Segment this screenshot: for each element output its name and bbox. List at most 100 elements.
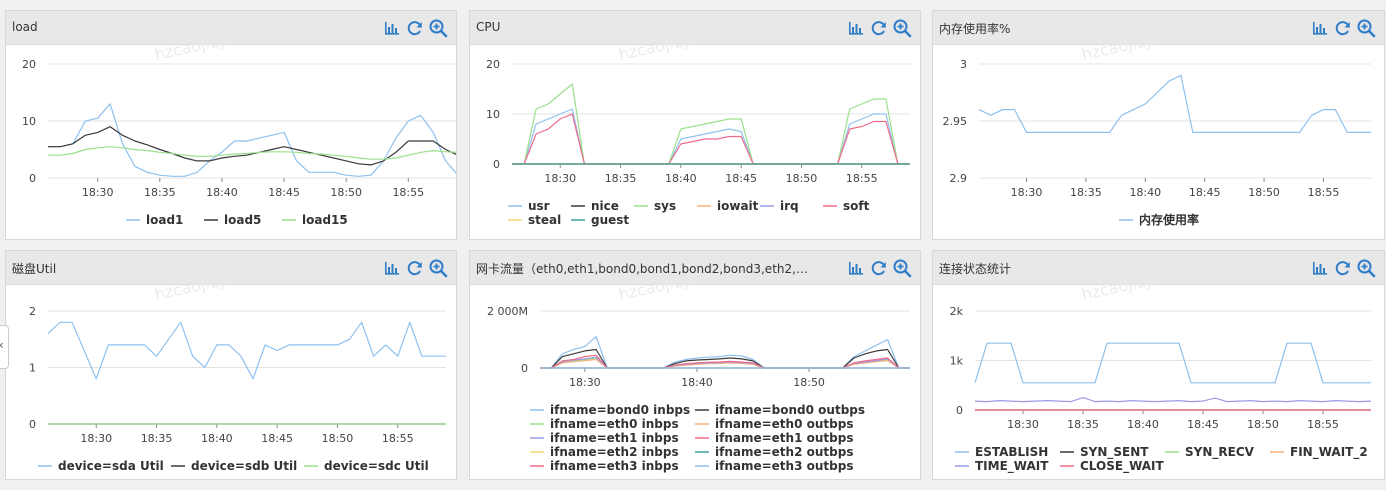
- x-tick-label: 18:30: [569, 376, 601, 389]
- legend-item[interactable]: load15: [302, 213, 348, 227]
- legend-item[interactable]: ifname=eth1 outbps: [715, 431, 853, 445]
- chevron-left-icon: ‹: [0, 338, 4, 352]
- legend-item[interactable]: TIME_WAIT: [975, 459, 1049, 474]
- panel-title: 磁盘Util: [12, 262, 57, 276]
- panel-title: 内存使用率%: [939, 22, 1011, 36]
- panel-header: 磁盘Util: [6, 251, 456, 285]
- legend-item[interactable]: device=sdc Util: [324, 459, 429, 473]
- series-line: [512, 108, 910, 165]
- watermark: hzcaojiajun: [153, 284, 245, 304]
- panel-title: 网卡流量（eth0,eth1,bond0,bond1,bond2,bond3,e…: [476, 262, 808, 276]
- legend-item[interactable]: SYN_RECV: [1185, 445, 1255, 460]
- bar-chart-icon[interactable]: [382, 18, 402, 38]
- zoom-in-icon[interactable]: [428, 258, 448, 278]
- legend-item[interactable]: ifname=eth2 inbps: [550, 445, 679, 459]
- legend-item[interactable]: ifname=eth0 inbps: [550, 417, 679, 431]
- side-collapse-tab[interactable]: ‹: [0, 325, 9, 369]
- legend-item[interactable]: 内存使用率: [1139, 212, 1199, 227]
- series-line: [974, 342, 1371, 384]
- x-tick-label: 18:55: [382, 432, 414, 445]
- zoom-in-icon[interactable]: [892, 18, 912, 38]
- legend-item[interactable]: device=sdb Util: [191, 459, 297, 473]
- legend-item[interactable]: irq: [780, 199, 799, 213]
- panel-toolbar: [846, 258, 912, 278]
- x-tick-label: 18:40: [1127, 418, 1159, 431]
- zoom-in-icon[interactable]: [1356, 18, 1376, 38]
- panel-toolbar: [846, 18, 912, 38]
- x-tick-label: 18:40: [201, 432, 233, 445]
- panel-memory: 内存使用率% hzcaojiajun 2.9 2.95 3 18:30 18:35 18:4…: [932, 10, 1385, 240]
- legend-item[interactable]: load5: [224, 213, 261, 227]
- watermark: hzcaojiajun: [617, 284, 709, 304]
- refresh-icon[interactable]: [405, 258, 425, 278]
- legend-item[interactable]: FIN_WAIT_2: [1290, 445, 1368, 460]
- panel-header: load: [6, 11, 456, 45]
- legend-item[interactable]: usr: [528, 199, 550, 213]
- legend-item[interactable]: load1: [146, 213, 183, 227]
- y-tick-label: 1: [29, 362, 36, 375]
- bar-chart-icon[interactable]: [1310, 258, 1330, 278]
- y-tick-label: 0: [521, 362, 528, 375]
- y-tick-label: 0: [493, 158, 500, 171]
- bar-chart-icon[interactable]: [846, 18, 866, 38]
- bar-chart-icon[interactable]: [846, 258, 866, 278]
- series-line: [512, 83, 910, 165]
- y-tick-label: 2.9: [950, 172, 968, 185]
- x-tick-label: 18:50: [786, 172, 818, 185]
- refresh-icon[interactable]: [1333, 18, 1353, 38]
- bar-chart-icon[interactable]: [382, 258, 402, 278]
- watermark: hzcaojiajun: [153, 44, 245, 64]
- legend-item[interactable]: guest: [591, 213, 629, 227]
- watermark: hzcaojiajun: [1080, 284, 1172, 304]
- legend-item[interactable]: ifname=eth1 inbps: [550, 431, 679, 445]
- series-line: [48, 103, 456, 177]
- legend-item[interactable]: ifname=eth3 outbps: [715, 459, 853, 473]
- legend-item[interactable]: steal: [528, 213, 561, 227]
- legend-item[interactable]: ifname=eth2 outbps: [715, 445, 853, 459]
- x-tick-label: 18:30: [544, 172, 576, 185]
- chart: hzcaojiajun 0 1 2 18:30 18:35 18:40 18:45 18:50 1…: [29, 284, 446, 473]
- chart: hzcaojiajun 0 2 000M 18:30 18:40 18:50 ifname=…: [487, 284, 910, 473]
- panel-title: 连接状态统计: [939, 262, 1012, 276]
- refresh-icon[interactable]: [869, 258, 889, 278]
- x-tick-label: 18:30: [80, 432, 112, 445]
- legend-item[interactable]: ifname=bond0 outbps: [715, 403, 865, 417]
- x-tick-label: 18:55: [1307, 418, 1339, 431]
- legend-item[interactable]: ifname=eth3 inbps: [550, 459, 679, 473]
- legend-item[interactable]: CLOSE_WAIT: [1080, 459, 1165, 474]
- legend-item[interactable]: SYN_SENT: [1080, 445, 1149, 460]
- y-tick-label: 1k: [950, 355, 964, 368]
- x-tick-label: 18:40: [665, 172, 697, 185]
- panel-toolbar: [1310, 258, 1376, 278]
- legend-item[interactable]: device=sda Util: [58, 459, 164, 473]
- y-tick-label: 10: [22, 115, 36, 128]
- refresh-icon[interactable]: [869, 18, 889, 38]
- x-tick-label: 18:35: [144, 186, 176, 199]
- chart: hzcaojiajun 2.9 2.95 3 18:30 18:35 18:40 18:45 1…: [943, 44, 1371, 227]
- zoom-in-icon[interactable]: [1356, 258, 1376, 278]
- bar-chart-icon[interactable]: [1310, 18, 1330, 38]
- zoom-in-icon[interactable]: [428, 18, 448, 38]
- refresh-icon[interactable]: [405, 18, 425, 38]
- panel-load: load hzcaojiajun 0 10 20 18:30 18:35 18:40 18:4…: [5, 10, 457, 240]
- legend-item[interactable]: iowait: [717, 199, 759, 213]
- panel-disk-util: 磁盘Util hzcaojiajun 0 1 2 18:30 18:35 18:40 18:4…: [5, 250, 457, 480]
- legend-item[interactable]: nice: [591, 199, 619, 213]
- legend-item[interactable]: ifname=bond0 inbps: [550, 403, 690, 417]
- y-tick-label: 3: [960, 58, 967, 71]
- panel-toolbar: [382, 258, 448, 278]
- panel-connections: 连接状态统计 hzcaojiajun 0 1k 2k 18:30 18:35 18:40 18…: [932, 250, 1385, 480]
- panel-header: CPU: [470, 11, 920, 45]
- series-line: [974, 396, 1372, 403]
- refresh-icon[interactable]: [1333, 258, 1353, 278]
- x-tick-label: 18:50: [322, 432, 354, 445]
- x-tick-label: 18:45: [268, 186, 300, 199]
- legend-item[interactable]: ESTABLISH: [975, 445, 1048, 459]
- legend-item[interactable]: sys: [654, 199, 676, 213]
- zoom-in-icon[interactable]: [892, 258, 912, 278]
- y-tick-label: 0: [956, 404, 963, 417]
- x-tick-label: 18:45: [1187, 418, 1219, 431]
- x-tick-label: 18:35: [1067, 418, 1099, 431]
- legend-item[interactable]: soft: [843, 199, 870, 213]
- legend-item[interactable]: ifname=eth0 outbps: [715, 417, 853, 431]
